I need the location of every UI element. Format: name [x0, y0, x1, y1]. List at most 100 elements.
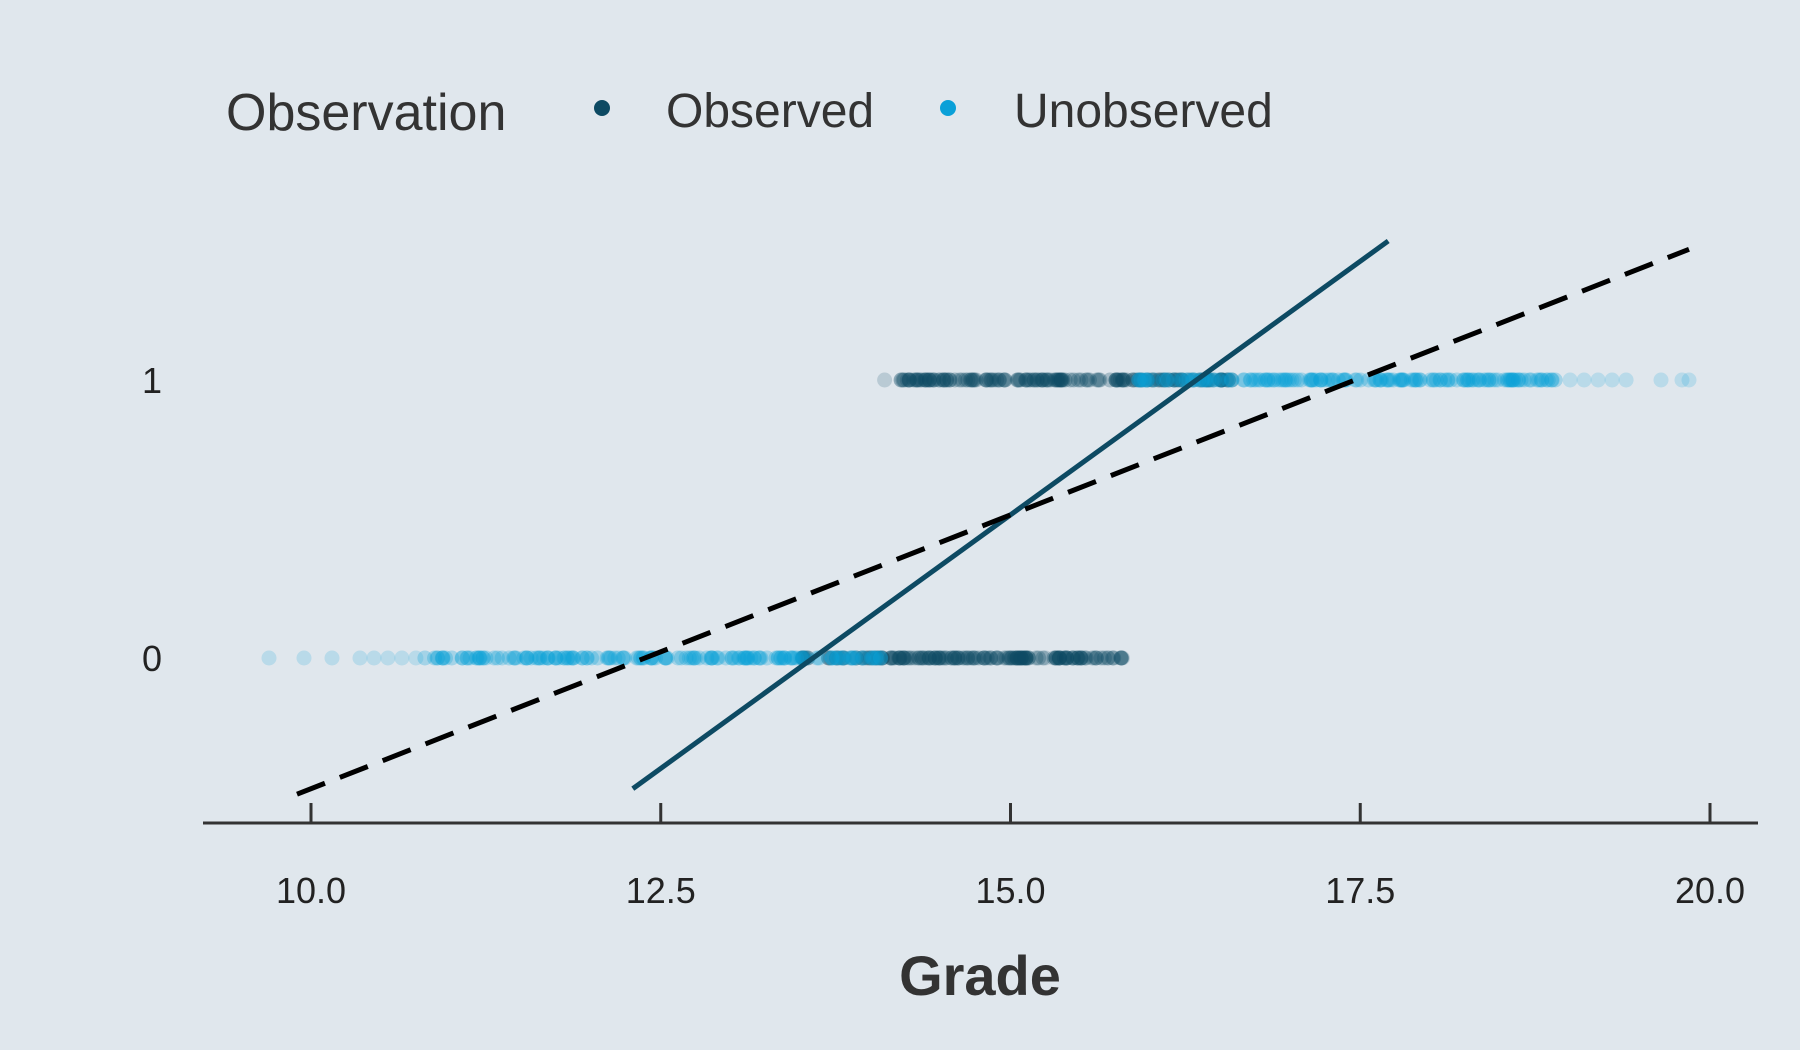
point-unobserved-y1 [1224, 372, 1240, 388]
point-observed-y0 [836, 650, 852, 666]
point-unobserved-y0 [475, 650, 491, 666]
point-observed-y1 [1214, 372, 1230, 388]
point-observed-y1 [899, 372, 915, 388]
point-unobserved-y1 [1426, 372, 1442, 388]
point-observed-y0 [959, 650, 975, 666]
point-observed-y0 [965, 650, 981, 666]
point-observed-y0 [1010, 650, 1026, 666]
point-observed-y0 [1078, 650, 1094, 666]
point-unobserved-y0 [873, 650, 889, 666]
point-observed-y0-sparse [1100, 650, 1116, 666]
point-observed-y1-sparse [921, 372, 937, 388]
point-observed-y0 [863, 650, 879, 666]
point-observed-y0 [835, 650, 851, 666]
point-observed-y1 [1119, 372, 1135, 388]
point-observed-y0 [927, 650, 943, 666]
point-unobserved-y0 [752, 650, 768, 666]
point-unobserved-y1 [1440, 372, 1455, 388]
point-unobserved-y0 [659, 650, 675, 666]
point-observed-y1 [1040, 372, 1056, 388]
point-observed-y0 [1051, 650, 1067, 666]
point-observed-y0 [1013, 650, 1029, 666]
point-observed-y1 [1143, 372, 1159, 388]
point-observed-y1 [1082, 372, 1097, 388]
point-unobserved-y1 [1166, 372, 1182, 388]
point-unobserved-y0 [872, 650, 888, 666]
point-observed-y1 [1055, 372, 1071, 388]
point-unobserved-y0 [551, 650, 567, 666]
point-unobserved-y1 [1500, 372, 1516, 388]
point-unobserved-y1 [1139, 372, 1155, 388]
point-unobserved-y0 [508, 650, 524, 666]
point-unobserved-y1 [1303, 372, 1319, 388]
point-observed-y1 [1145, 372, 1161, 388]
point-observed-y1 [984, 372, 1000, 388]
point-unobserved-y0 [704, 650, 720, 666]
point-observed-y1 [1127, 372, 1143, 388]
point-observed-y1 [992, 372, 1007, 388]
point-unobserved-y0 [784, 650, 800, 666]
point-observed-y0 [931, 650, 947, 666]
point-observed-y1 [1166, 372, 1182, 388]
point-unobserved-y1 [1406, 372, 1421, 388]
point-observed-y0 [848, 650, 864, 666]
point-unobserved-y0 [519, 650, 535, 666]
point-observed-y0-sparse [1073, 650, 1088, 666]
point-unobserved-y0 [548, 650, 564, 666]
point-unobserved-y0 [459, 650, 475, 666]
point-unobserved-y0 [848, 650, 864, 666]
point-unobserved-y1 [1504, 372, 1519, 388]
point-observed-y1 [1042, 372, 1058, 388]
point-unobserved-y0 [828, 650, 844, 666]
point-observed-y0 [1073, 650, 1089, 666]
point-unobserved-y1 [1511, 372, 1527, 388]
point-unobserved-y0 [584, 650, 600, 666]
point-observed-y0 [950, 650, 966, 666]
point-observed-y0 [831, 650, 847, 666]
point-unobserved-y0 [472, 650, 488, 666]
point-observed-y0 [1052, 650, 1067, 666]
point-unobserved-y0 [472, 650, 488, 666]
point-unobserved-y1 [1407, 372, 1423, 388]
point-unobserved-y0 [603, 650, 619, 666]
point-observed-y0 [935, 650, 951, 666]
point-observed-y1 [1174, 372, 1190, 388]
point-observed-y1 [1021, 372, 1037, 388]
y-ticks: 01 [142, 360, 162, 679]
point-unobserved-y0 [786, 650, 802, 666]
point-unobserved-y1-sparse [1576, 372, 1592, 388]
point-observed-y0 [1018, 650, 1034, 666]
point-observed-y0 [1046, 650, 1062, 666]
point-unobserved-y0 [574, 650, 590, 666]
point-observed-y1 [963, 372, 979, 388]
point-unobserved-y0-sparse [380, 650, 396, 666]
point-observed-y1 [1057, 372, 1073, 388]
point-observed-y0 [911, 650, 927, 666]
point-observed-y0 [1059, 650, 1074, 666]
point-observed-y1 [1167, 372, 1182, 388]
point-observed-y1 [1139, 372, 1155, 388]
point-observed-y0 [822, 650, 838, 666]
point-observed-y0 [990, 650, 1006, 666]
point-observed-y1 [1053, 372, 1069, 388]
point-unobserved-y0 [444, 650, 460, 666]
point-unobserved-y0 [770, 650, 786, 666]
point-observed-y0 [1059, 650, 1075, 666]
point-unobserved-y1 [1174, 372, 1190, 388]
point-observed-y0 [1048, 650, 1064, 666]
point-unobserved-y0 [486, 650, 502, 666]
point-unobserved-y1 [1471, 372, 1487, 388]
point-unobserved-y0 [478, 650, 494, 666]
point-observed-y0 [892, 650, 908, 666]
point-unobserved-y1 [1281, 372, 1297, 388]
point-observed-y1 [954, 372, 970, 388]
point-observed-y1 [942, 372, 957, 388]
point-observed-y1 [1134, 372, 1150, 388]
point-unobserved-y1 [1305, 372, 1321, 388]
point-unobserved-y1 [1158, 372, 1174, 388]
point-unobserved-y1 [1380, 372, 1395, 388]
point-unobserved-y0 [835, 650, 851, 666]
point-observed-y0 [1052, 650, 1068, 666]
point-unobserved-y1 [1487, 372, 1503, 388]
point-unobserved-y0 [833, 650, 849, 666]
